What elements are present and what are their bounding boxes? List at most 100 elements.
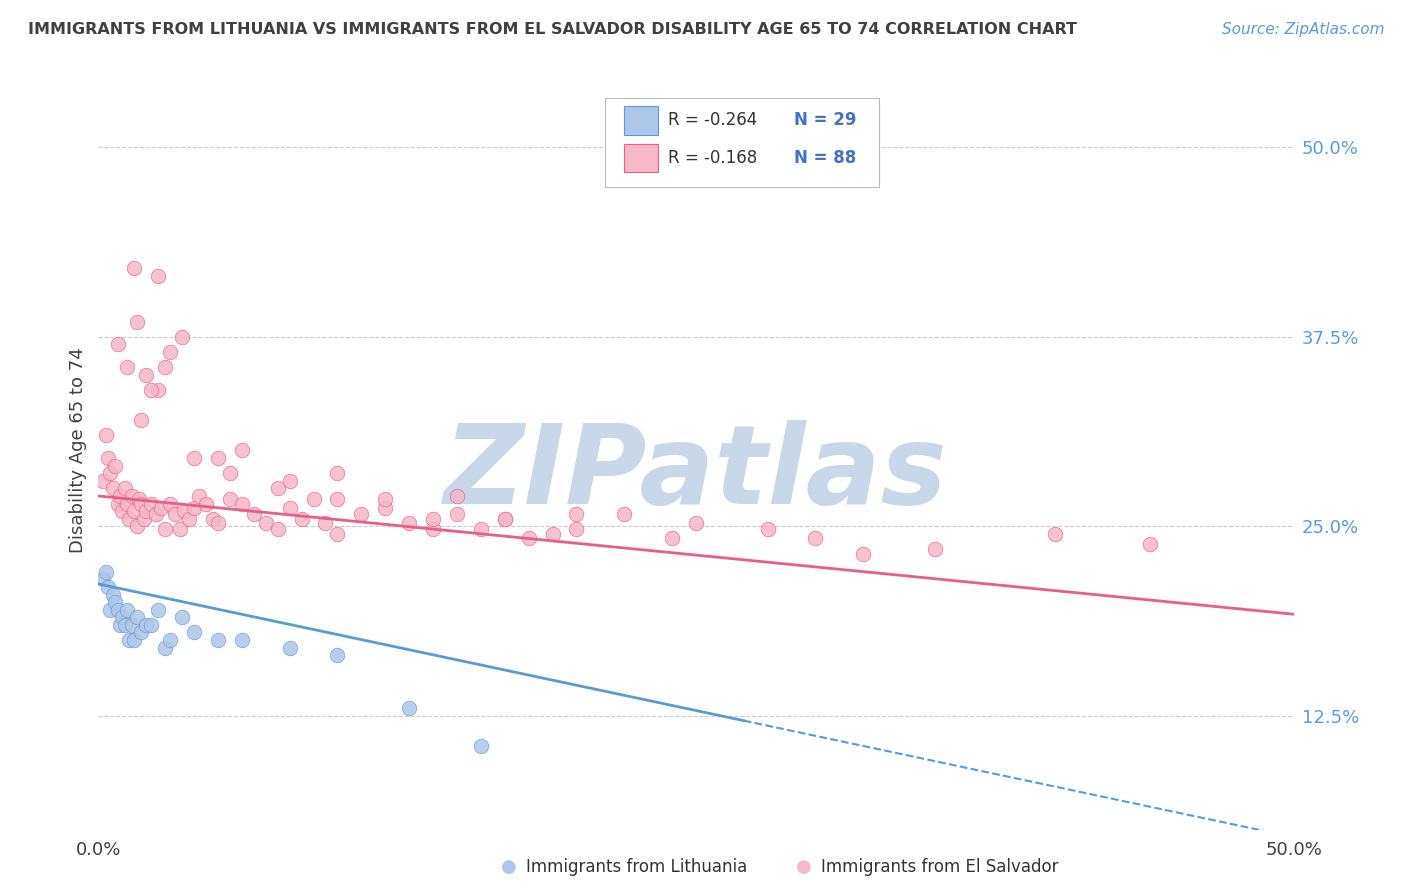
Point [207, 516, 229, 531]
Point [278, 474, 301, 488]
Point [179, 512, 201, 526]
Point [101, 482, 124, 496]
Text: R = -0.264: R = -0.264 [668, 112, 756, 129]
Point [613, 507, 636, 521]
Point [173, 504, 195, 518]
Point [148, 603, 170, 617]
Point [135, 368, 157, 382]
Point [398, 516, 420, 531]
Point [135, 504, 157, 518]
Point [148, 269, 170, 284]
Point [118, 633, 141, 648]
Point [231, 443, 253, 458]
Point [315, 516, 337, 531]
Point [756, 522, 779, 536]
Point [494, 512, 516, 526]
Point [565, 522, 588, 536]
Point [219, 467, 242, 481]
Point [132, 512, 155, 526]
Point [169, 522, 191, 536]
Point [145, 507, 167, 521]
Point [101, 588, 124, 602]
Point [125, 315, 148, 329]
Point [98, 467, 122, 481]
Point [91, 573, 114, 587]
Point [94, 428, 117, 442]
Point [94, 565, 117, 579]
Point [97, 451, 120, 466]
Point [155, 522, 177, 536]
Point [231, 633, 253, 648]
Point [1139, 537, 1161, 551]
Point [125, 610, 148, 624]
Point [267, 482, 290, 496]
Text: ●: ● [796, 858, 813, 876]
Point [446, 507, 468, 521]
Point [207, 633, 229, 648]
Point [195, 496, 218, 510]
Point [924, 542, 946, 557]
Point [155, 640, 177, 655]
Point [125, 519, 148, 533]
Point [183, 501, 205, 516]
Point [131, 625, 153, 640]
Point [685, 516, 707, 531]
Point [108, 618, 131, 632]
Point [91, 474, 114, 488]
Point [104, 595, 127, 609]
Y-axis label: Disability Age 65 to 74: Disability Age 65 to 74 [69, 348, 87, 553]
Point [187, 489, 209, 503]
Point [159, 633, 181, 648]
Point [278, 640, 301, 655]
Point [139, 496, 162, 510]
Point [107, 337, 129, 351]
Text: R = -0.168: R = -0.168 [668, 149, 756, 167]
Point [163, 507, 186, 521]
Point [124, 633, 146, 648]
Point [108, 489, 131, 503]
Point [115, 359, 138, 375]
Point [422, 512, 444, 526]
Point [115, 496, 138, 510]
Point [291, 512, 314, 526]
Point [155, 359, 177, 375]
Point [121, 618, 143, 632]
Point [517, 532, 540, 546]
Point [804, 532, 827, 546]
Point [104, 458, 127, 473]
Point [131, 496, 153, 510]
Point [422, 522, 444, 536]
Text: N = 29: N = 29 [794, 112, 856, 129]
Point [326, 526, 349, 541]
Point [149, 501, 172, 516]
Point [326, 467, 349, 481]
Point [302, 491, 325, 506]
Point [254, 516, 277, 531]
Point [98, 603, 122, 617]
Point [398, 701, 420, 715]
Point [135, 618, 157, 632]
Point [159, 496, 181, 510]
Point [128, 491, 150, 506]
Point [97, 580, 120, 594]
Point [326, 648, 349, 662]
Point [172, 610, 194, 624]
Text: Immigrants from El Salvador: Immigrants from El Salvador [821, 858, 1059, 876]
Point [118, 512, 141, 526]
Point [148, 383, 170, 397]
Point [159, 344, 181, 359]
Point [115, 603, 138, 617]
Point [124, 504, 146, 518]
Point [278, 501, 301, 516]
Point [139, 383, 162, 397]
Point [114, 482, 136, 496]
Text: IMMIGRANTS FROM LITHUANIA VS IMMIGRANTS FROM EL SALVADOR DISABILITY AGE 65 TO 74: IMMIGRANTS FROM LITHUANIA VS IMMIGRANTS … [28, 22, 1077, 37]
Point [852, 547, 875, 561]
Point [172, 330, 194, 344]
Point [494, 512, 516, 526]
Text: ●: ● [501, 858, 517, 876]
Point [267, 522, 290, 536]
Point [202, 512, 225, 526]
Point [470, 739, 492, 753]
Text: Source: ZipAtlas.com: Source: ZipAtlas.com [1222, 22, 1385, 37]
